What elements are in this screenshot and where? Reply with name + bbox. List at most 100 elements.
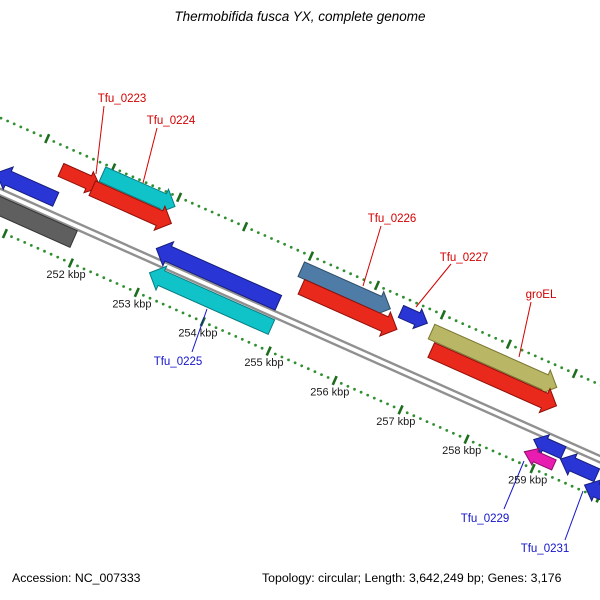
- ruler-minor-dot-outer: [217, 213, 221, 217]
- gene-arrow-feature-5[interactable]: [88, 180, 173, 232]
- ruler-major-tick-inner: [265, 346, 272, 357]
- ruler-minor-dot-inner: [511, 458, 515, 462]
- ruler-minor-dot-outer: [494, 336, 498, 340]
- ruler-minor-dot-outer: [428, 307, 432, 311]
- ruler-minor-dot-outer: [85, 154, 89, 158]
- ruler-minor-dot-inner: [128, 288, 132, 291]
- scale-label-252: 252 kbp: [46, 269, 85, 281]
- ruler-minor-dot-outer: [342, 269, 346, 273]
- gene-arrow-Tfu_0225[interactable]: [155, 240, 283, 311]
- ruler-minor-dot-outer: [26, 128, 29, 132]
- ruler-major-tick-inner: [529, 463, 536, 474]
- ruler-minor-dot-outer: [204, 207, 207, 211]
- gene-arrow-feature-1[interactable]: [0, 166, 60, 207]
- ruler-minor-dot-inner: [392, 405, 396, 409]
- ruler-minor-dot-inner: [175, 308, 178, 312]
- ruler-minor-dot-outer: [448, 316, 451, 320]
- gene-label-Tfu_0231[interactable]: Tfu_0231: [521, 543, 570, 555]
- gene-arrow-feature-7[interactable]: [148, 265, 276, 336]
- ruler-minor-dot-outer: [421, 304, 425, 308]
- ruler-minor-dot-outer: [382, 287, 385, 290]
- ruler-minor-dot-outer: [164, 190, 168, 193]
- gene-label-Tfu_0224[interactable]: Tfu_0224: [147, 115, 196, 127]
- callout-line-Tfu_0226: [362, 225, 382, 287]
- ruler-minor-dot-outer: [190, 201, 194, 205]
- ruler-minor-dot-outer: [454, 319, 458, 323]
- scale-label-253: 253 kbp: [112, 298, 151, 310]
- gene-label-Tfu_0225[interactable]: Tfu_0225: [154, 356, 203, 368]
- gene-arrow-Tfu_0229[interactable]: [523, 447, 557, 471]
- ruler-minor-dot-outer: [474, 328, 478, 331]
- gene-arrow-feature-13[interactable]: [533, 434, 567, 460]
- ruler-minor-dot-inner: [432, 423, 435, 426]
- ruler-major-tick-outer: [439, 309, 447, 320]
- ruler-minor-dot-outer: [59, 143, 62, 146]
- ruler-minor-dot-outer: [329, 263, 333, 267]
- ruler-major-tick-outer: [175, 192, 183, 203]
- ruler-minor-dot-inner: [62, 258, 66, 262]
- ruler-minor-dot-outer: [283, 242, 286, 246]
- ruler-minor-dot-inner: [524, 464, 528, 467]
- ruler-major-tick-outer: [241, 221, 249, 232]
- ruler-major-tick-outer: [571, 368, 579, 379]
- callout-line-Tfu_0224: [142, 127, 158, 184]
- ruler-minor-dot-inner: [181, 311, 185, 315]
- ruler-minor-dot-outer: [32, 131, 36, 135]
- ruler-minor-dot-inner: [313, 370, 317, 373]
- ruler-minor-dot-outer: [184, 198, 188, 202]
- ruler-minor-dot-outer: [270, 237, 273, 240]
- ruler-minor-dot-inner: [366, 393, 370, 397]
- ruler-minor-dot-inner: [300, 364, 304, 368]
- ruler-minor-dot-outer: [151, 184, 155, 188]
- ruler-minor-dot-outer: [223, 216, 227, 220]
- ruler-minor-dot-outer: [461, 322, 465, 325]
- gene-label-groEL[interactable]: groEL: [526, 289, 557, 301]
- ruler-minor-dot-outer: [593, 381, 597, 384]
- ruler-minor-dot-inner: [142, 293, 145, 297]
- ruler-minor-dot-inner: [293, 361, 297, 365]
- gene-arrow-feature-15[interactable]: [559, 453, 600, 483]
- ruler-minor-dot-inner: [260, 346, 264, 350]
- ruler-minor-dot-inner: [214, 326, 218, 329]
- ruler-minor-dot-inner: [353, 387, 356, 391]
- ruler-minor-dot-inner: [425, 420, 429, 423]
- ruler-minor-dot-inner: [438, 426, 442, 429]
- gene-label-Tfu_0229[interactable]: Tfu_0229: [461, 513, 510, 525]
- ruler-minor-dot-inner: [23, 241, 27, 244]
- ruler-minor-dot-inner: [36, 246, 40, 250]
- ruler-minor-dot-inner: [280, 355, 284, 359]
- ruler-major-tick-inner: [133, 287, 140, 298]
- gene-label-Tfu_0226[interactable]: Tfu_0226: [368, 213, 417, 225]
- callout-line-groEL: [518, 301, 532, 358]
- gene-arrow-feature-12[interactable]: [427, 342, 558, 414]
- gene-label-Tfu_0223[interactable]: Tfu_0223: [98, 93, 147, 105]
- ruler-minor-dot-inner: [49, 252, 53, 256]
- gene-arrow-feature-9[interactable]: [297, 278, 398, 338]
- callout-line-Tfu_0225: [191, 308, 208, 353]
- ruler-minor-dot-outer: [263, 234, 267, 237]
- ruler-minor-dot-outer: [553, 363, 557, 367]
- ruler-minor-dot-inner: [518, 461, 521, 465]
- ruler-minor-dot-inner: [240, 337, 244, 341]
- gene-arrow-Tfu_0231[interactable]: [583, 479, 600, 509]
- callout-line-Tfu_0227: [415, 263, 452, 308]
- ruler-minor-dot-outer: [586, 378, 590, 381]
- gene-arrow-groEL[interactable]: [427, 323, 558, 396]
- ruler-minor-dot-outer: [395, 292, 399, 296]
- ruler-major-tick-inner: [463, 434, 470, 445]
- scale-label-256: 256 kbp: [310, 386, 349, 398]
- ruler-minor-dot-inner: [56, 255, 60, 259]
- gene-arrow-feature-2[interactable]: [0, 188, 78, 248]
- ruler-minor-dot-outer: [230, 219, 234, 223]
- ruler-minor-dot-inner: [76, 264, 79, 268]
- ruler-minor-dot-outer: [487, 334, 491, 337]
- ruler-minor-dot-outer: [72, 149, 75, 152]
- ruler-minor-dot-outer: [533, 354, 537, 358]
- gene-arrow-Tfu_0227[interactable]: [397, 304, 429, 330]
- gene-label-Tfu_0227[interactable]: Tfu_0227: [440, 252, 489, 264]
- ruler-minor-dot-outer: [303, 251, 306, 255]
- ruler-minor-dot-outer: [481, 331, 484, 334]
- ruler-minor-dot-inner: [188, 314, 192, 318]
- ruler-minor-dot-inner: [379, 399, 383, 403]
- ruler-minor-dot-outer: [105, 163, 108, 167]
